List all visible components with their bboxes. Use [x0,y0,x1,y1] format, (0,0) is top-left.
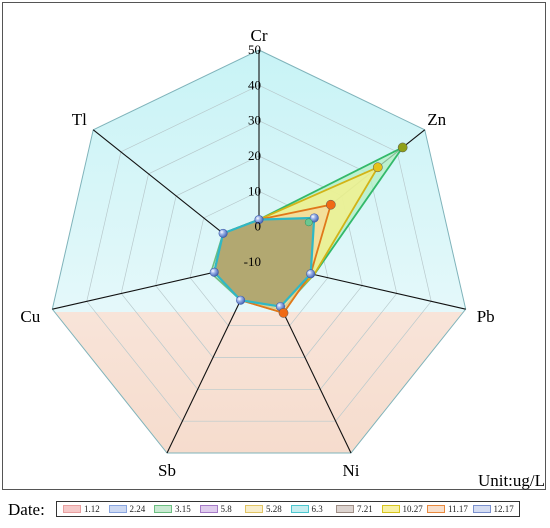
tick-label: -10 [244,254,261,269]
data-point [306,269,316,279]
legend-swatch [336,505,354,513]
legend-item: 6.3 [290,504,337,514]
data-point [304,218,313,227]
legend-title: Date: [8,500,45,519]
tick-label: 10 [248,183,261,198]
data-point [372,162,383,173]
axis-label-zn: Zn [427,110,446,129]
legend-swatch [427,505,445,513]
legend-label: 1.12 [84,504,100,514]
tick-label: 30 [248,113,261,128]
legend-item: 2.24 [108,504,155,514]
data-point [254,215,264,225]
legend-label: 5.28 [266,504,282,514]
grid-ring [51,49,467,454]
tick-label: 0 [255,219,262,234]
axis-label-tl: Tl [72,110,87,129]
data-point [325,199,336,210]
grid-ring [86,84,432,422]
axis-label-sb: Sb [158,461,176,480]
data-point [209,267,219,277]
legend-item: 5.8 [199,504,246,514]
legend-swatch [381,505,400,513]
legend-swatch [245,505,263,513]
legend-swatch [63,505,81,513]
data-point [309,213,319,223]
unit-label: Unit:ug/L [478,471,545,490]
axis-label-pb: Pb [477,307,495,326]
legend-label: 2.24 [129,504,146,514]
legend-swatch [108,505,127,513]
legend-swatch [154,505,172,513]
tick-label: 20 [248,148,261,163]
legend-label: 10.27 [402,504,423,514]
legend: Date: 1.12 2.24 3.15 5.8 5.28 6.3 7.21 10.27 11.… [0,496,550,526]
legend-swatch [472,505,491,513]
legend-label: 6.3 [311,504,323,514]
legend-item: 10.27 [381,504,428,514]
data-point [218,228,228,238]
legend-label: 11.17 [448,504,468,514]
grid-ring [120,120,398,390]
data-point [236,295,246,305]
legend-label: 12.17 [493,504,514,514]
legend-item: 12.17 [472,504,519,514]
legend-box: 1.12 2.24 3.15 5.8 5.28 6.3 7.21 10.27 11.17 12.1… [56,501,520,517]
legend-label: 5.8 [220,504,232,514]
series-area-base [212,216,316,308]
axis-label-cu: Cu [20,307,40,326]
legend-label: 7.21 [357,504,373,514]
data-point [278,308,289,318]
legend-item: 11.17 [427,504,473,514]
axis-label-cr: Cr [251,26,268,45]
legend-item: 7.21 [336,504,382,514]
data-point [397,142,408,153]
tick-label: 50 [248,42,261,57]
chart-frame [2,2,546,490]
legend-item: 1.12 [63,504,109,514]
legend-item: 3.15 [154,504,200,514]
axis-label-ni: Ni [342,461,359,480]
legend-label: 3.15 [175,504,191,514]
tick-label: 40 [248,77,261,92]
legend-item: 5.28 [245,504,291,514]
legend-swatch [199,505,218,513]
legend-swatch [290,505,309,513]
radar-background-bottom [54,312,464,454]
